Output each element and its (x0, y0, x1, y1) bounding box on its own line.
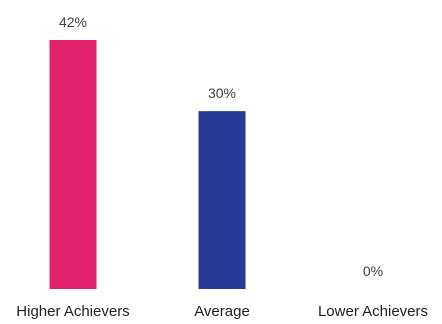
data-label-lower-achievers: 0% (363, 263, 383, 279)
x-axis-tick-labels: Higher Achievers Average Lower Achievers (16, 303, 428, 320)
x-tick-label-average: Average (194, 303, 250, 320)
data-label-higher-achievers: 42% (59, 14, 87, 30)
data-label-average: 30% (208, 85, 236, 101)
bar-higher-achievers (49, 40, 97, 289)
data-labels-layer: 42% 30% 0% (59, 14, 383, 279)
x-tick-label-higher-achievers: Higher Achievers (16, 303, 129, 320)
bar-average (198, 111, 246, 290)
x-tick-label-lower-achievers: Lower Achievers (318, 303, 428, 320)
bars-layer (49, 40, 246, 290)
